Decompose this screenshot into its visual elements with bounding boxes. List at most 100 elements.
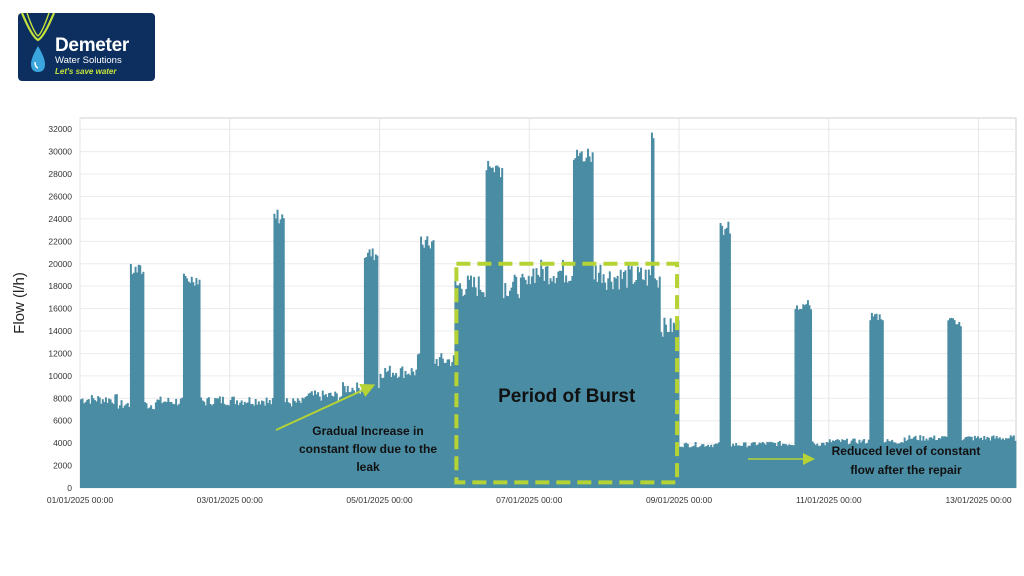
flow-bar <box>782 443 784 488</box>
flow-bar <box>370 256 373 488</box>
flow-bar <box>630 266 633 488</box>
flow-bar <box>644 269 647 488</box>
flow-bar <box>158 399 160 488</box>
flow-bar <box>445 362 447 488</box>
flow-bar <box>337 400 340 488</box>
y-tick-label: 14000 <box>48 326 72 336</box>
flow-bar <box>632 284 635 488</box>
flow-bar <box>917 440 920 488</box>
flow-bar <box>98 397 101 488</box>
flow-bar <box>80 399 82 488</box>
flow-bar <box>736 445 739 488</box>
flow-bar <box>967 436 970 488</box>
flow-bar <box>796 305 798 488</box>
flow-bar <box>883 442 886 488</box>
flow-bar <box>755 445 758 488</box>
flow-bar <box>810 309 813 488</box>
flow-bar <box>635 280 638 488</box>
flow-bar <box>839 441 842 488</box>
flow-bar <box>420 236 423 488</box>
flow-bar <box>605 289 608 488</box>
flow-bar <box>398 376 401 488</box>
flow-bar <box>463 294 466 488</box>
flow-bar <box>259 404 262 488</box>
flow-bar <box>693 445 696 488</box>
flow-bar <box>215 398 218 488</box>
flow-bar <box>510 287 513 488</box>
flow-bar <box>200 397 203 488</box>
flow-bar <box>285 398 288 488</box>
flow-bar <box>753 442 756 488</box>
flow-bar <box>863 439 866 488</box>
flow-bar <box>856 443 859 488</box>
flow-bar <box>775 446 778 488</box>
flow-bar <box>240 400 243 488</box>
flow-bar <box>654 278 657 488</box>
gradual-label-line: leak <box>356 460 380 474</box>
flow-bar <box>125 404 128 488</box>
flow-bar <box>182 273 185 488</box>
flow-bar <box>211 405 213 488</box>
flow-bar <box>546 266 549 488</box>
flow-bar <box>490 167 493 488</box>
flow-bar <box>878 314 881 488</box>
flow-bar <box>131 274 134 488</box>
flow-bar <box>680 446 683 488</box>
flow-bar <box>187 281 190 488</box>
flow-bar <box>140 274 143 488</box>
flow-bar <box>813 443 816 488</box>
flow-bar <box>154 402 157 488</box>
flow-bar <box>571 276 574 488</box>
flow-bar <box>980 437 983 488</box>
flow-bar <box>844 440 847 488</box>
flow-bar <box>557 271 560 488</box>
demeter-logo: Demeter Water Solutions Let's save water <box>18 13 155 81</box>
flow-bar <box>282 218 285 488</box>
flow-bar <box>164 401 167 488</box>
flow-bar <box>317 392 320 488</box>
flow-bar <box>916 439 919 488</box>
x-tick-label: 07/01/2025 00:00 <box>496 495 562 505</box>
flow-bar <box>298 400 301 488</box>
flow-bar <box>697 447 700 488</box>
flow-bar <box>850 440 853 488</box>
flow-bar <box>909 438 912 488</box>
flow-bar <box>179 398 182 488</box>
flow-bar <box>324 394 327 488</box>
flow-bar <box>989 440 992 488</box>
y-tick-label: 20000 <box>48 259 72 269</box>
flow-bar <box>203 401 206 488</box>
gradual-label-line: constant flow due to the <box>299 442 437 456</box>
flow-bar <box>343 386 346 488</box>
flow-bar <box>123 405 126 488</box>
flow-bar <box>254 398 257 488</box>
flow-bar <box>271 398 274 488</box>
flow-bar <box>329 392 332 488</box>
flow-bar <box>381 378 384 488</box>
flow-bar <box>858 439 861 488</box>
flow-bar <box>969 436 972 488</box>
flow-bar <box>602 274 605 488</box>
flow-bar <box>828 439 831 488</box>
flow-bar <box>905 441 908 488</box>
flow-bar <box>338 397 341 488</box>
flow-bar <box>86 399 89 488</box>
flow-bar <box>899 443 901 488</box>
flow-bar <box>519 277 522 488</box>
flow-bar <box>392 372 394 488</box>
flow-bar <box>538 276 541 488</box>
flow-bar <box>616 275 619 488</box>
flow-bar <box>806 300 809 488</box>
flow-bar <box>410 368 413 488</box>
flow-bar <box>314 390 316 488</box>
flow-bar <box>221 396 224 488</box>
flow-bar <box>476 296 479 488</box>
flow-bar <box>515 276 518 488</box>
flow-bar <box>287 402 290 488</box>
flow-bar <box>145 403 148 488</box>
flow-bar <box>683 443 686 488</box>
flow-bar <box>599 264 602 488</box>
flow-bar <box>597 272 600 488</box>
y-tick-label: 0 <box>67 483 72 493</box>
